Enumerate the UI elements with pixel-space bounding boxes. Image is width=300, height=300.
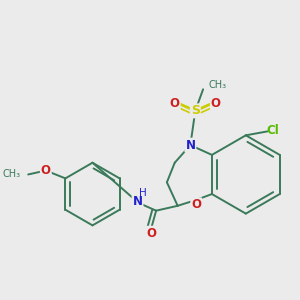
Text: O: O [191, 198, 201, 211]
Text: Cl: Cl [267, 124, 280, 137]
Text: CH₃: CH₃ [2, 169, 20, 179]
Text: S: S [191, 104, 200, 117]
Text: O: O [41, 164, 51, 177]
Text: O: O [170, 97, 180, 110]
Text: N: N [185, 139, 195, 152]
Text: N: N [133, 195, 142, 208]
Text: CH₃: CH₃ [209, 80, 227, 90]
Text: O: O [146, 227, 156, 240]
Text: O: O [211, 97, 221, 110]
Text: H: H [139, 188, 146, 198]
